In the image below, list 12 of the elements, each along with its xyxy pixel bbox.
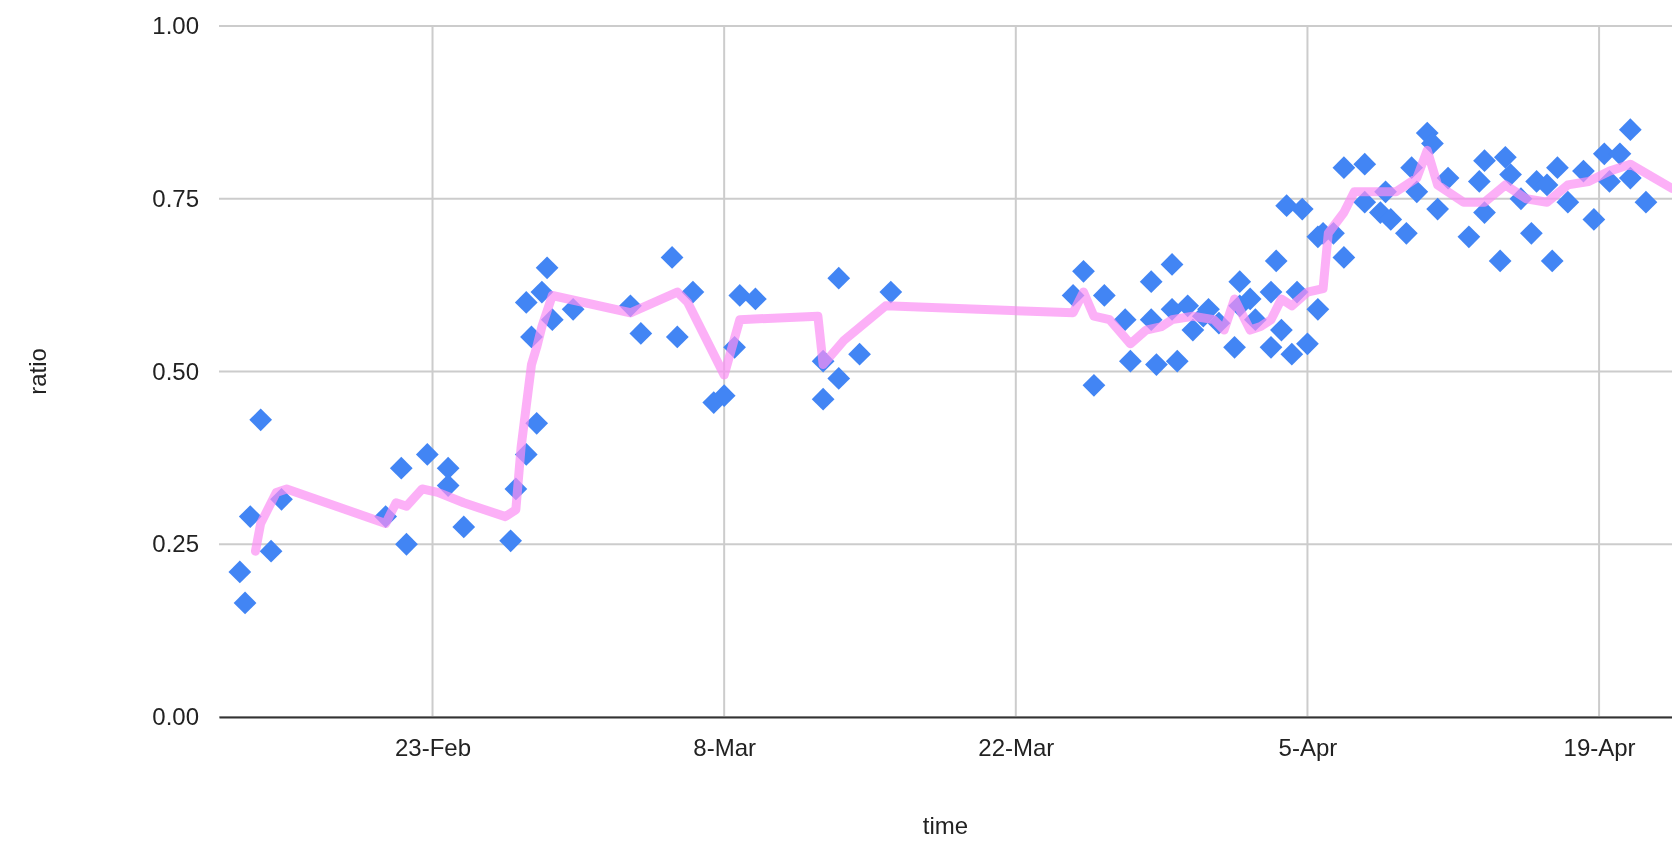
x-tick-label: 8-Mar	[693, 734, 757, 762]
y-tick-label: 0.50	[152, 357, 199, 385]
x-axis-title: time	[922, 812, 969, 839]
y-tick-label: 0.00	[152, 703, 199, 731]
x-tick-label: 19-Apr	[1563, 734, 1636, 762]
y-tick-label: 1.00	[152, 12, 199, 40]
y-axis-title: ratio	[24, 348, 51, 395]
y-tick-label: 0.75	[152, 184, 199, 212]
y-tick-label: 0.25	[152, 530, 199, 558]
x-tick-label: 22-Mar	[978, 734, 1055, 762]
x-tick-label: 23-Feb	[395, 734, 472, 762]
x-tick-label: 5-Apr	[1278, 734, 1338, 762]
